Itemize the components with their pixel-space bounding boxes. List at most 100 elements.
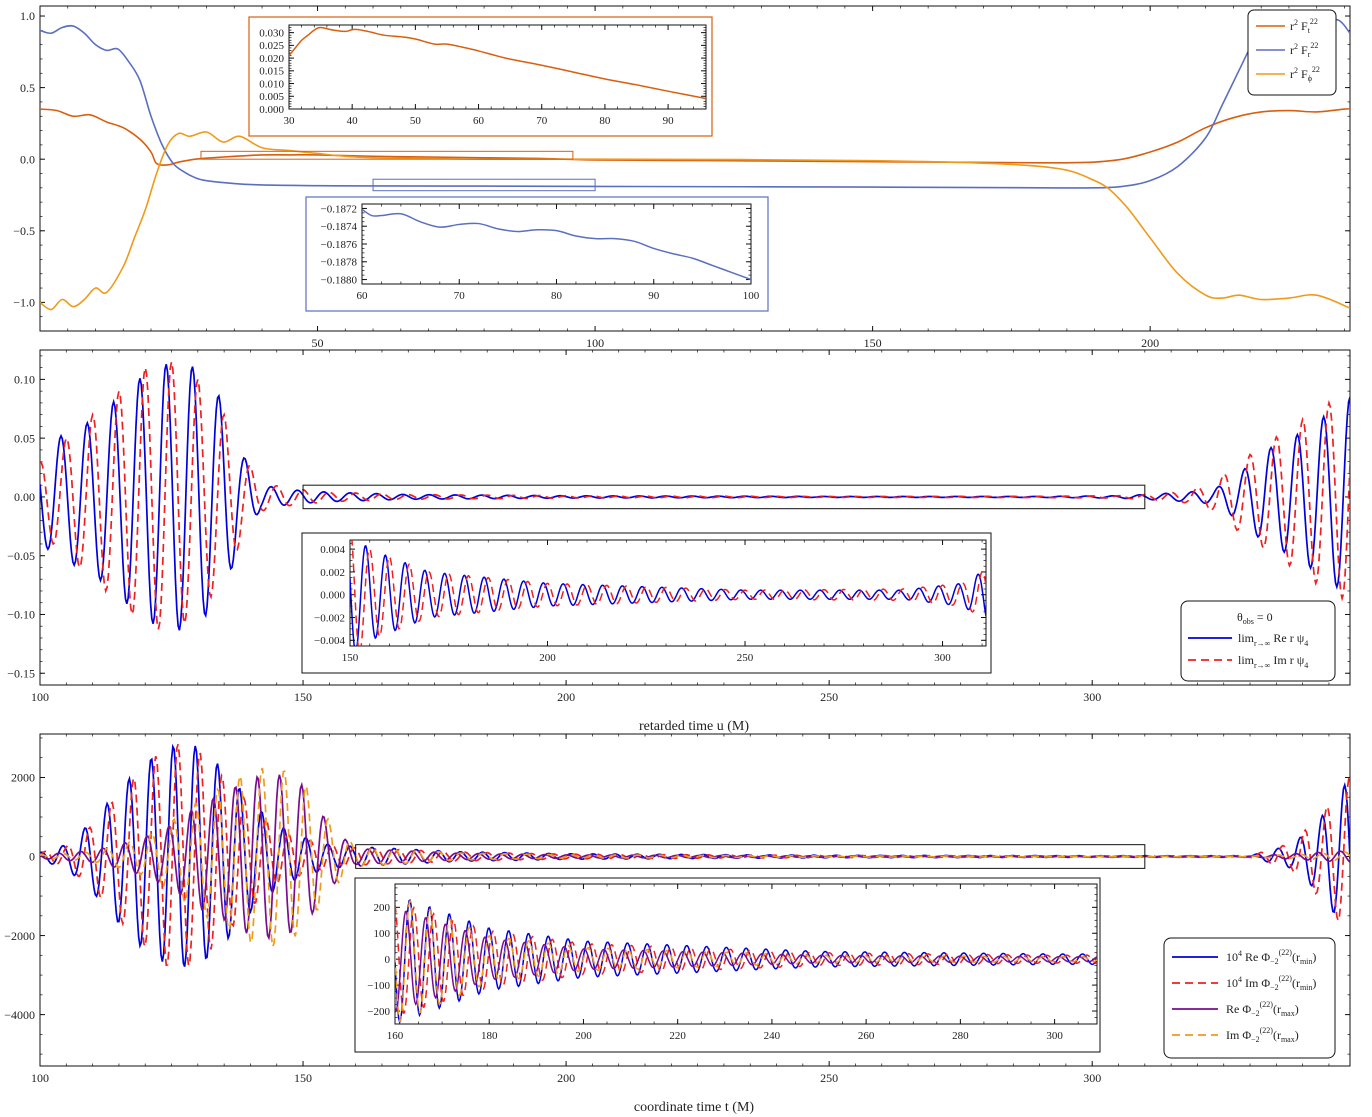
p3-inset: 160 180 200 220 240 260 280 300 200 100 0 −100 −200 bbox=[354, 877, 1101, 1053]
legend-text-part: 4 bbox=[1238, 949, 1242, 958]
p1-x-tick-label: 50 bbox=[312, 336, 324, 350]
p1-inset-ft-y-tick-label: 0.010 bbox=[259, 78, 284, 90]
p2-inset-y-tick-label: −0.004 bbox=[314, 635, 345, 647]
legend-text-part: F bbox=[1298, 19, 1308, 33]
legend-text-part: Im Φ bbox=[1226, 1028, 1251, 1042]
p1-inset-fr-y-tick-label: −0.1874 bbox=[321, 221, 358, 233]
legend-text-part: −2 bbox=[1270, 957, 1279, 966]
p1-inset-ft: 30 40 50 60 70 80 900.0000.0050.0100.0150.0200… bbox=[248, 16, 713, 137]
p1-inset-ft-y-tick-label: 0.015 bbox=[259, 66, 284, 78]
p3-y-tick-label: 0 bbox=[29, 850, 35, 864]
legend-text-part: Re Φ bbox=[1242, 950, 1270, 964]
legend-text-part: 4 bbox=[1304, 639, 1308, 648]
legend-text-part: ϕ bbox=[1308, 74, 1312, 83]
x-axis-label-retarded-time: retarded time u (M) bbox=[639, 719, 749, 734]
p2-x-tick-label: 150 bbox=[294, 690, 312, 704]
p3-legend-label-1: 104 Im Φ−2(22)(rmin) bbox=[1226, 974, 1316, 992]
legend-text-part: r bbox=[1308, 50, 1311, 59]
p1-inset-ft-x-tick-label: 80 bbox=[599, 115, 611, 127]
legend-text-part: r→∞ bbox=[1254, 661, 1271, 670]
p2-inset-frame bbox=[349, 539, 987, 647]
p1-y-tick-label: −0.5 bbox=[13, 224, 35, 238]
p2-legend-label-1: limr→∞ Im r ψ4 bbox=[1238, 653, 1308, 670]
p1-inset-ft-border bbox=[248, 16, 713, 137]
p2-inset-x-tick-label: 200 bbox=[539, 652, 556, 664]
legend-text-part: = 0 bbox=[1254, 610, 1273, 624]
p3-legend: 104 Re Φ−2(22)(rmin)104 Im Φ−2(22)(rmin)… bbox=[1163, 937, 1336, 1059]
legend-text-part: max bbox=[1281, 1035, 1295, 1044]
p2-inset-y-tick-label: 0.004 bbox=[320, 544, 345, 556]
p1-inset-fr-x-tick-label: 70 bbox=[454, 290, 466, 302]
p2-legend-box bbox=[1180, 600, 1336, 682]
p1-inset-ft-x-tick-label: 70 bbox=[536, 115, 548, 127]
p3-y-tick-label: −2000 bbox=[4, 929, 35, 943]
legend-text-part: obs bbox=[1243, 617, 1254, 626]
p1-inset-fr-y-tick-label: −0.1878 bbox=[321, 257, 358, 269]
p2-x-tick-label: 300 bbox=[1083, 690, 1101, 704]
p1-series-line-0 bbox=[40, 108, 1350, 166]
p3-y-tick-label: −4000 bbox=[4, 1008, 35, 1022]
p1-inset-ft-x-tick-label: 30 bbox=[284, 115, 296, 127]
p2-x-tick-label: 250 bbox=[820, 690, 838, 704]
legend-text-part: 2 bbox=[1294, 42, 1298, 51]
p2-inset-y-tick-label: 0.002 bbox=[320, 567, 345, 579]
legend-text-part: lim bbox=[1238, 631, 1255, 645]
legend-text-part: ) bbox=[1312, 976, 1316, 990]
p1-legend-label-1: r2 Fr22 bbox=[1290, 41, 1318, 59]
p2-inset-x-tick-label: 150 bbox=[342, 652, 359, 664]
p1-inset-ft-y-tick-label: 0.005 bbox=[259, 91, 284, 103]
legend-text-part: 22 bbox=[1310, 17, 1318, 26]
legend-text-part: ) bbox=[1312, 950, 1316, 964]
legend-text-part: ) bbox=[1295, 1002, 1299, 1016]
p3-legend-label-3: Im Φ−2(22)(rmax) bbox=[1226, 1026, 1299, 1044]
legend-text-part: t bbox=[1308, 26, 1311, 35]
legend-text-part: r→∞ bbox=[1254, 639, 1271, 648]
p1-zoom-box-ft bbox=[200, 150, 574, 160]
legend-text-part: Re r ψ bbox=[1270, 631, 1304, 645]
p3-inset-x-tick-label: 300 bbox=[1046, 1030, 1063, 1042]
legend-text-part: 2 bbox=[1294, 18, 1298, 27]
p3-inset-line-3 bbox=[395, 898, 1097, 1023]
p1-legend-label-0: r2 Ft22 bbox=[1290, 17, 1318, 35]
p1-legend-label-2: r2 Fϕ22 bbox=[1290, 65, 1320, 83]
p1-inset-ft-x-tick-label: 40 bbox=[347, 115, 359, 127]
p1-inset-fr-line bbox=[362, 208, 751, 281]
legend-text-part: θ bbox=[1237, 610, 1243, 624]
p1-inset-ft-x-tick-label: 60 bbox=[473, 115, 485, 127]
p3-inset-y-tick-label: 200 bbox=[374, 902, 391, 914]
p2-y-tick-label: −0.05 bbox=[7, 549, 35, 563]
legend-text-part: (r bbox=[1292, 976, 1300, 990]
legend-text-part: 4 bbox=[1304, 661, 1308, 670]
p1-inset-fr-x-tick-label: 100 bbox=[743, 290, 760, 302]
p3-inset-x-tick-label: 180 bbox=[481, 1030, 498, 1042]
p1-inset-fr-x-tick-label: 60 bbox=[357, 290, 369, 302]
p2-inset-x-tick-label: 300 bbox=[934, 652, 951, 664]
p1-x-tick-label: 100 bbox=[586, 336, 604, 350]
legend-text-part: (22) bbox=[1279, 974, 1293, 983]
p1-inset-fr-x-tick-label: 80 bbox=[551, 290, 563, 302]
p3-inset-x-tick-label: 260 bbox=[858, 1030, 875, 1042]
p2-frame bbox=[39, 349, 1351, 686]
p1-inset-fr: 60 70 80 90 100 −0.1872 −0.1874 −0.1876 −0.1878 −… bbox=[305, 196, 769, 312]
legend-text-part: Im Φ bbox=[1242, 976, 1270, 990]
legend-text-part: 10 bbox=[1226, 976, 1238, 990]
legend-text-part: 4 bbox=[1238, 975, 1242, 984]
p3-zoom-box bbox=[355, 844, 1146, 869]
p2-inset: 150 200 250 300 0.004 0.002 0.000 −0.002 −0.004 bbox=[301, 532, 992, 674]
p3-inset-frame bbox=[394, 883, 1098, 1025]
p1-y-tick-label: 0.5 bbox=[20, 81, 35, 95]
p3-frame bbox=[39, 733, 1351, 1067]
p2-legend-title: θobs = 0 bbox=[1237, 610, 1273, 626]
p1-zoom-box-fr bbox=[372, 178, 596, 192]
panel-psi4-waveform: 100 150 200 250 300 0.10 0.05 0.00 −0.05 −0.10 −0.… bbox=[7, 349, 1351, 704]
legend-text-part: (r bbox=[1273, 1028, 1281, 1042]
p3-x-tick-label: 150 bbox=[294, 1071, 312, 1085]
legend-text-part: (22) bbox=[1260, 1026, 1274, 1035]
p2-inset-line-0 bbox=[350, 544, 986, 646]
p1-y-tick-label: 1.0 bbox=[20, 9, 35, 23]
p3-series-line-2 bbox=[40, 774, 1350, 941]
